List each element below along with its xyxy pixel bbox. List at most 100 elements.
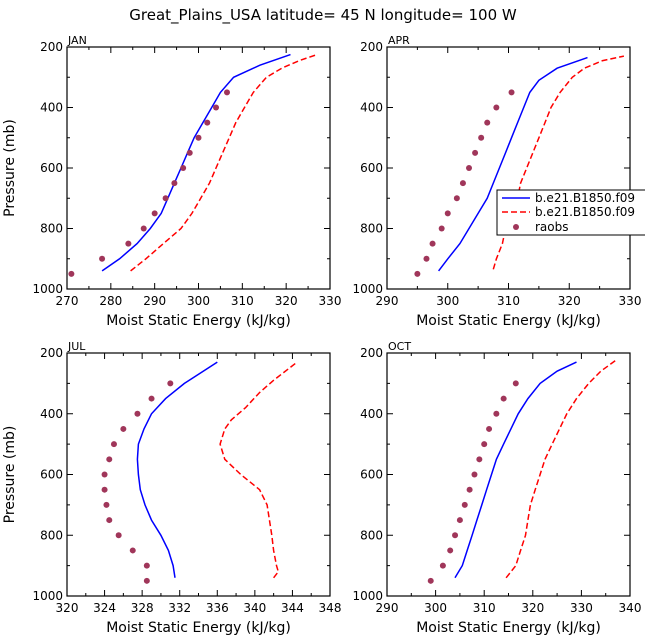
jan-raobs-point [186,149,193,156]
jul-x-tick-label: 320 [56,601,79,615]
jan-raobs-point [204,119,211,126]
oct-y-tick-label: 200 [360,346,383,360]
oct-raobs-point [476,456,483,463]
jul-x-tick-label: 340 [243,601,266,615]
jul-raobs-point [115,532,122,539]
oct-x-tick-label: 320 [521,601,544,615]
apr-raobs-point [478,134,485,141]
oct-raobs-point [452,532,459,539]
figure-title: Great_Plains_USA latitude= 45 N longitud… [129,6,517,25]
legend-label-model-a: b.e21.B1850.f09 [535,191,635,205]
panel-apr: APR 290 300 310 320 330 200 400 600 800 1000 Moist … [352,34,641,329]
jul-y-tick-label: 200 [40,346,63,360]
jul-raobs-point [110,441,117,448]
jul-x-tick-label: 348 [319,601,342,615]
jul-raobs-point [101,486,108,493]
jan-x-tick-label: 310 [231,294,254,308]
oct-model-a-line [454,361,577,579]
oct-raobs-point [466,486,473,493]
apr-x-tick-label: 330 [619,294,642,308]
jan-raobs-point [195,134,202,141]
jul-model-a-line [136,361,218,578]
oct-y-tick-label: 800 [360,528,383,542]
legend-label-raobs: raobs [535,220,569,234]
jan-raobs-point [140,225,147,232]
jul-x-axis-title: Moist Static Energy (kJ/kg) [106,620,291,636]
jul-raobs-point [120,425,127,432]
jul-x-tick-label: 332 [168,601,191,615]
oct-x-tick-label: 310 [473,601,496,615]
jul-y-tick-label: 600 [40,468,63,482]
jul-raobs-point [148,395,155,402]
jul-raobs-point [106,456,113,463]
apr-raobs-point [453,195,460,202]
oct-x-tick-label: 290 [376,601,399,615]
apr-y-tick-label: 1000 [352,282,383,296]
jul-model-b-line [219,361,298,579]
apr-raobs-point [484,119,491,126]
oct-raobs-point [471,471,478,478]
apr-raobs-point [459,180,466,187]
legend: b.e21.B1850.f09 b.e21.B1850.f09 raobs [496,189,645,236]
jan-raobs-point [223,89,230,96]
apr-raobs-point [508,89,515,96]
jul-panel-label: JUL [67,340,86,353]
panel-jan: JAN 270 280 290 300 310 320 330 200 400 600 800 1000… [2,34,341,329]
jan-raobs-point [213,104,220,111]
jan-x-tick-label: 270 [56,294,79,308]
jan-x-tick-label: 300 [187,294,210,308]
jan-x-tick-label: 330 [319,294,342,308]
jul-x-tick-label: 344 [281,601,304,615]
jan-x-tick-label: 280 [99,294,122,308]
panel-oct: OCT 290 300 310 320 330 340 200 400 600 800 1000 Moi… [352,340,641,636]
jan-raobs-point [125,240,132,247]
jul-raobs-point [143,562,150,569]
jan-panel-label: JAN [67,34,87,47]
oct-y-tick-label: 1000 [352,589,383,603]
jan-model-b-line [130,53,318,272]
apr-y-tick-label: 400 [360,101,383,115]
jan-y-tick-label: 600 [40,161,63,175]
jul-raobs-point [103,501,110,508]
oct-x-axis-title: Moist Static Energy (kJ/kg) [416,620,601,636]
jan-raobs-point [99,255,106,262]
apr-raobs-point [472,149,479,156]
jan-raobs-point [162,195,169,202]
jan-raobs-point [180,165,187,171]
jul-raobs-point [167,380,174,387]
oct-raobs-point [427,577,434,584]
apr-y-tick-label: 600 [360,161,383,175]
jul-y-tick-label: 800 [40,528,63,542]
apr-model-a-line [438,56,588,272]
apr-raobs-point [423,255,430,262]
oct-x-tick-label: 330 [570,601,593,615]
legend-marker-raobs [513,224,519,230]
oct-raobs-point [447,547,454,554]
oct-y-tick-label: 600 [360,468,383,482]
jul-x-tick-label: 324 [93,601,116,615]
apr-x-tick-label: 320 [558,294,581,308]
apr-x-tick-label: 300 [436,294,459,308]
jul-x-tick-label: 336 [206,601,229,615]
jan-y-tick-label: 1000 [32,282,63,296]
jan-y-tick-label: 200 [40,40,63,54]
jan-x-tick-label: 320 [275,294,298,308]
oct-x-tick-label: 300 [424,601,447,615]
apr-panel-label: APR [388,34,410,47]
apr-x-tick-label: 290 [376,294,399,308]
jan-x-axis-title: Moist Static Energy (kJ/kg) [106,313,291,329]
jul-x-tick-label: 328 [131,601,154,615]
oct-y-tick-label: 400 [360,407,383,421]
jul-raobs-point [101,471,108,478]
legend-label-model-b: b.e21.B1850.f09 [535,205,635,219]
jul-raobs-point [143,577,150,584]
oct-raobs-point [493,410,500,417]
oct-raobs-point [481,441,488,448]
apr-raobs-point [493,104,500,111]
jul-y-tick-label: 1000 [32,589,63,603]
oct-raobs-point [512,380,519,387]
apr-raobs-point [438,225,445,232]
apr-raobs-point [414,270,421,277]
